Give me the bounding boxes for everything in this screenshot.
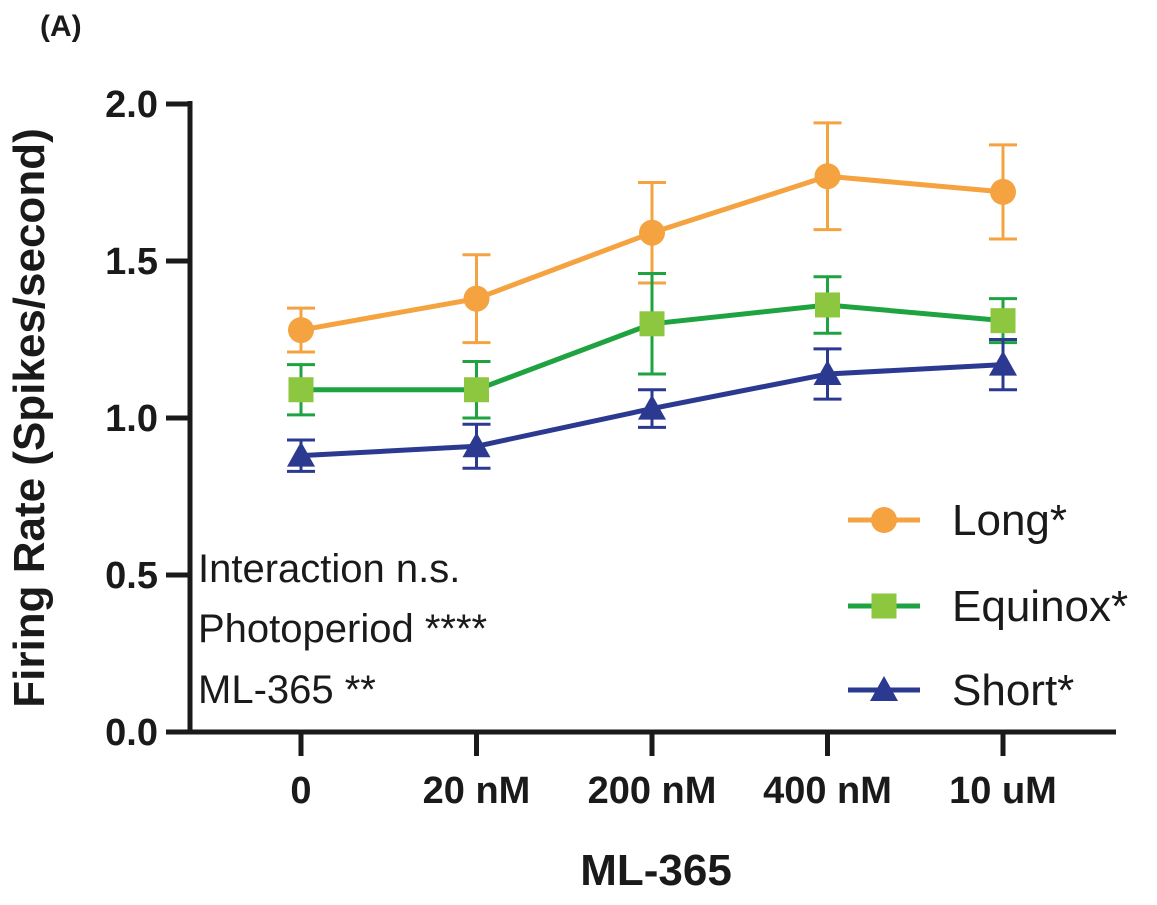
data-point xyxy=(639,311,665,337)
data-point xyxy=(288,377,314,403)
x-tick-label: 10 uM xyxy=(949,770,1057,812)
data-point xyxy=(814,163,841,190)
series-layer xyxy=(287,121,1017,473)
y-tick-label: 1.0 xyxy=(105,398,158,440)
x-ticks: 0 20 nM 200 nM 400 nM 10 uM xyxy=(290,732,1057,812)
annotations: Interaction n.s. Photoperiod **** ML-365… xyxy=(198,547,487,712)
x-tick-label: 0 xyxy=(290,770,311,812)
y-tick-label: 0.5 xyxy=(105,555,158,597)
data-point xyxy=(990,308,1016,334)
data-point xyxy=(462,432,491,458)
y-tick-label: 0.0 xyxy=(105,712,158,754)
data-point xyxy=(287,441,315,467)
y-axis-title: Firing Rate (Spikes/second) xyxy=(5,128,54,707)
x-axis-title: ML-365 xyxy=(580,846,732,895)
legend-label: Equinox* xyxy=(952,582,1128,631)
legend-marker xyxy=(871,593,897,619)
x-tick-label: 400 nM xyxy=(763,770,892,812)
annotation-photoperiod: Photoperiod **** xyxy=(198,607,487,651)
data-point xyxy=(288,317,314,344)
data-point xyxy=(638,394,666,420)
data-point xyxy=(463,285,490,312)
legend-label: Long* xyxy=(952,496,1067,545)
series-2 xyxy=(287,338,1017,473)
series-0 xyxy=(287,121,1017,354)
data-point xyxy=(639,219,665,246)
panel-label: (A) xyxy=(40,10,82,43)
y-ticks: 0.0 0.5 1.0 1.5 2.0 xyxy=(105,84,190,754)
data-point xyxy=(815,292,840,318)
y-tick-label: 1.5 xyxy=(105,241,158,283)
data-point xyxy=(813,360,842,386)
data-point xyxy=(464,377,489,403)
series-1 xyxy=(287,272,1017,420)
y-tick-label: 2.0 xyxy=(105,84,158,126)
legend-marker xyxy=(871,507,897,533)
legend-item: Long* xyxy=(848,496,1067,545)
axes: 0.0 0.5 1.0 1.5 2.0 0 20 nM 200 nM 400 nM 10 uM xyxy=(105,84,1116,812)
legend-item: Equinox* xyxy=(848,582,1128,631)
annotation-interaction: Interaction n.s. xyxy=(198,547,460,591)
x-tick-label: 20 nM xyxy=(423,770,531,812)
data-point xyxy=(990,178,1016,205)
annotation-ml365: ML-365 ** xyxy=(198,668,376,712)
x-tick-label: 200 nM xyxy=(588,770,717,812)
legend-marker xyxy=(870,676,898,701)
legend-item: Short* xyxy=(848,666,1074,715)
legend-label: Short* xyxy=(952,666,1074,715)
data-point xyxy=(989,350,1017,376)
legend: Long* Equinox* Short* xyxy=(848,496,1128,715)
